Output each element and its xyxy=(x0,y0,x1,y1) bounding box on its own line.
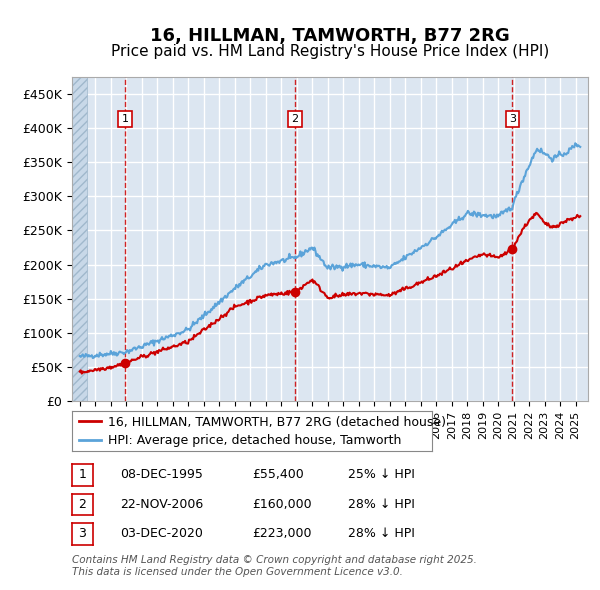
Text: 22-NOV-2006: 22-NOV-2006 xyxy=(120,498,203,511)
Text: £223,000: £223,000 xyxy=(252,527,311,540)
Text: 28% ↓ HPI: 28% ↓ HPI xyxy=(348,498,415,511)
Text: £55,400: £55,400 xyxy=(252,468,304,481)
Text: £160,000: £160,000 xyxy=(252,498,311,511)
Text: 3: 3 xyxy=(79,527,86,540)
Text: 16, HILLMAN, TAMWORTH, B77 2RG: 16, HILLMAN, TAMWORTH, B77 2RG xyxy=(150,27,510,45)
Text: 2: 2 xyxy=(292,114,299,124)
Text: 08-DEC-1995: 08-DEC-1995 xyxy=(120,468,203,481)
Text: 1: 1 xyxy=(79,468,86,481)
Text: 1: 1 xyxy=(122,114,128,124)
Text: 03-DEC-2020: 03-DEC-2020 xyxy=(120,527,203,540)
Text: Price paid vs. HM Land Registry's House Price Index (HPI): Price paid vs. HM Land Registry's House … xyxy=(111,44,549,59)
Text: 25% ↓ HPI: 25% ↓ HPI xyxy=(348,468,415,481)
Text: 2: 2 xyxy=(79,498,86,511)
Text: Contains HM Land Registry data © Crown copyright and database right 2025.
This d: Contains HM Land Registry data © Crown c… xyxy=(72,555,477,577)
Text: 28% ↓ HPI: 28% ↓ HPI xyxy=(348,527,415,540)
Text: HPI: Average price, detached house, Tamworth: HPI: Average price, detached house, Tamw… xyxy=(108,434,401,447)
Text: 3: 3 xyxy=(509,114,516,124)
Text: 16, HILLMAN, TAMWORTH, B77 2RG (detached house): 16, HILLMAN, TAMWORTH, B77 2RG (detached… xyxy=(108,415,446,428)
